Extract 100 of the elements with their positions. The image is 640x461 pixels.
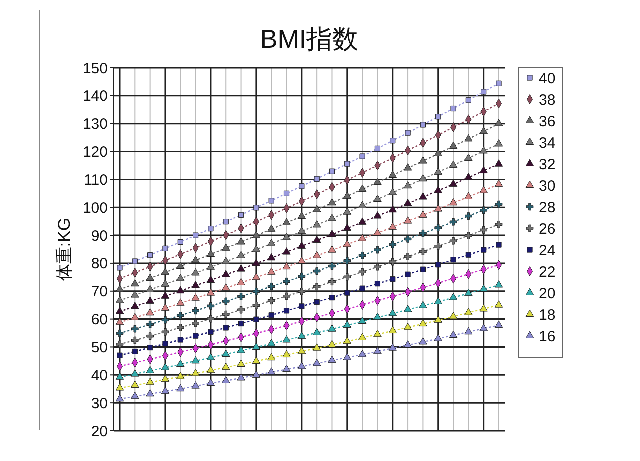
- point: [358, 201, 367, 208]
- point: [343, 224, 352, 232]
- point: [146, 389, 154, 397]
- legend-label: 20: [539, 285, 556, 302]
- point: [282, 350, 291, 358]
- point: [282, 262, 291, 270]
- point: [480, 146, 488, 154]
- point: [117, 352, 123, 358]
- point: [238, 306, 245, 314]
- point: [358, 350, 367, 358]
- point: [312, 205, 322, 212]
- point: [161, 304, 170, 311]
- point: [161, 374, 170, 382]
- point: [388, 188, 398, 196]
- point: [267, 268, 276, 275]
- legend-label: 38: [539, 92, 556, 109]
- point: [450, 218, 458, 226]
- point: [420, 266, 426, 272]
- point: [222, 376, 230, 384]
- point: [237, 251, 246, 258]
- point: [343, 336, 352, 344]
- point: [374, 246, 382, 254]
- point: [389, 258, 397, 266]
- y-tick-label: 110: [84, 172, 108, 189]
- point: [312, 344, 322, 351]
- point: [206, 366, 216, 374]
- point: [298, 332, 306, 340]
- y-tick-label: 120: [82, 144, 108, 162]
- point: [237, 238, 246, 245]
- point: [358, 333, 367, 341]
- point: [268, 297, 276, 305]
- point: [481, 247, 487, 253]
- point: [176, 360, 185, 368]
- point: [449, 142, 458, 149]
- y-tick-label: 100: [82, 200, 108, 217]
- point: [495, 220, 503, 228]
- legend-label: 40: [539, 70, 556, 88]
- point: [284, 190, 290, 196]
- point: [176, 298, 185, 306]
- point: [343, 240, 352, 248]
- y-tick-label: 150: [82, 60, 108, 78]
- point: [404, 181, 412, 189]
- point: [313, 268, 321, 275]
- point: [192, 382, 200, 389]
- point: [176, 384, 185, 392]
- point: [419, 192, 428, 200]
- point: [312, 236, 322, 244]
- point: [161, 292, 170, 299]
- point: [192, 294, 200, 301]
- point: [419, 301, 428, 308]
- point: [238, 293, 245, 300]
- point: [252, 245, 261, 252]
- point: [207, 302, 215, 310]
- point: [161, 280, 170, 287]
- point: [358, 218, 367, 225]
- point: [314, 299, 320, 306]
- y-tick-label: 130: [82, 116, 108, 134]
- y-tick-label: 20: [91, 423, 108, 440]
- point: [389, 241, 397, 248]
- point: [494, 140, 504, 147]
- point: [480, 206, 488, 214]
- point: [283, 278, 290, 286]
- point: [282, 364, 291, 372]
- point: [116, 296, 124, 304]
- point: [419, 210, 428, 218]
- point: [161, 363, 170, 370]
- y-tick-label: 80: [91, 256, 108, 273]
- point: [465, 232, 472, 240]
- point: [374, 178, 382, 185]
- point: [132, 348, 138, 354]
- point: [464, 154, 473, 161]
- point: [116, 384, 124, 391]
- point: [132, 258, 138, 264]
- point: [374, 312, 382, 320]
- point: [374, 330, 382, 338]
- y-tick-label: 90: [91, 228, 108, 245]
- point: [388, 170, 398, 178]
- chart-title: BMI指数: [260, 24, 359, 54]
- point: [116, 330, 124, 338]
- y-tick-label: 70: [91, 284, 108, 301]
- point: [298, 256, 306, 264]
- point: [192, 307, 200, 315]
- point: [464, 288, 473, 296]
- point: [131, 370, 140, 377]
- point: [116, 394, 124, 402]
- point: [252, 231, 261, 238]
- y-tick-label: 50: [91, 339, 108, 356]
- point: [494, 119, 504, 126]
- legend-label: 32: [539, 156, 556, 174]
- point: [298, 362, 306, 370]
- point: [328, 230, 336, 238]
- point: [237, 360, 246, 368]
- point: [358, 268, 366, 276]
- point: [192, 256, 200, 264]
- point: [344, 290, 350, 296]
- point: [192, 281, 200, 288]
- point: [252, 288, 260, 296]
- point: [360, 154, 366, 160]
- point: [388, 344, 398, 351]
- point: [192, 369, 200, 376]
